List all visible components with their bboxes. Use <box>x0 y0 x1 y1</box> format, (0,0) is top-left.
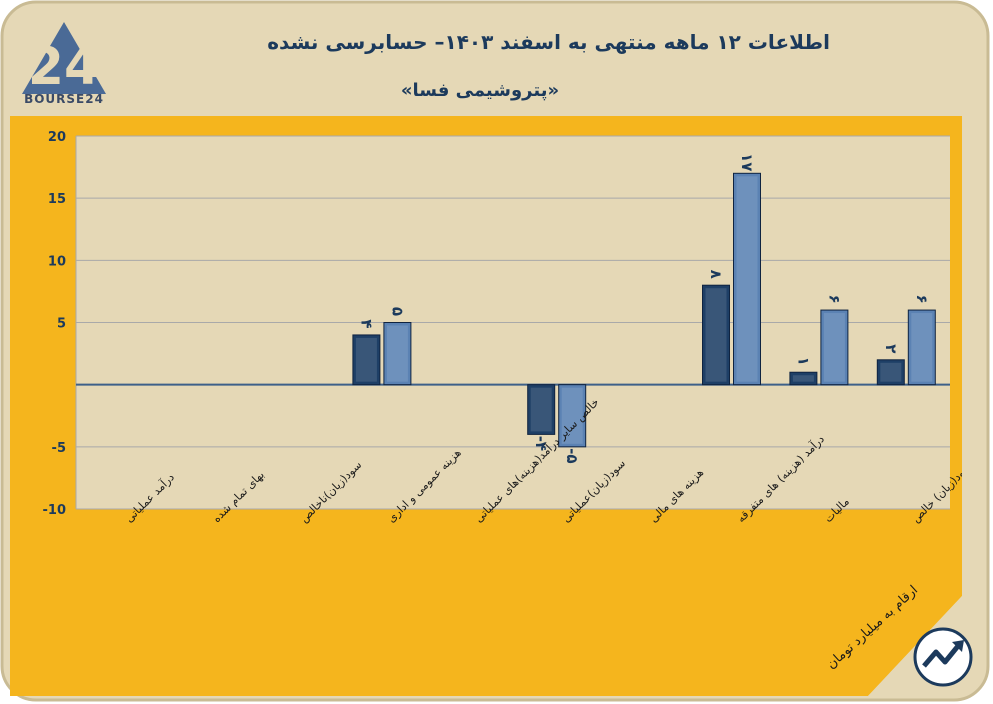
bar-value-label: ۸ <box>707 270 725 279</box>
bar-value-label: ۲ <box>882 344 900 353</box>
bar-highlight <box>736 176 758 382</box>
bar-value-label: ۱ <box>794 357 812 366</box>
y-tick-label: 15 <box>48 192 66 207</box>
chart-title: اطلاعات ۱۲ ماهه منتهی به اسفند ۱۴۰۳– حسا… <box>267 30 830 54</box>
y-axis-ticks: -10 -5 5 10 15 20 <box>43 130 67 518</box>
bar-highlight <box>880 362 902 382</box>
logo-mark: 24 <box>28 37 100 97</box>
bar-highlight <box>911 313 933 382</box>
bar-curr <box>558 384 587 448</box>
bar-curr <box>383 322 412 386</box>
grid <box>75 135 950 510</box>
bar-highlight <box>705 288 727 382</box>
logo-text: BOURSE24 <box>24 92 104 106</box>
bar-value-label: ۶ <box>825 294 843 303</box>
bar-highlight <box>386 325 408 382</box>
bar-prev <box>876 359 905 386</box>
bar-highlight <box>561 387 583 444</box>
logo-triangle <box>22 22 106 94</box>
bar-highlight <box>355 337 377 382</box>
bar-highlight <box>530 387 552 432</box>
y-tick-label: -5 <box>52 441 66 456</box>
y-tick-label: 20 <box>48 130 66 145</box>
bar-prev <box>702 284 730 386</box>
bar-value-label: ۵ <box>388 307 406 316</box>
bar-labels: ۴ ۵ -۴ -۵ ۸ ۱۷ ۱ ۶ ۲ ۶ <box>357 153 930 463</box>
bar-prev <box>352 334 381 386</box>
chart-subtitle: «پتروشیمی فسا» <box>400 80 560 101</box>
bar-highlight <box>823 313 845 382</box>
bars <box>352 172 936 448</box>
bourse24-logo: 24 <box>22 22 106 97</box>
bar-curr <box>733 172 761 386</box>
bar-value-label: ۴ <box>357 319 375 328</box>
y-tick-label: 5 <box>57 317 66 332</box>
bar-value-label: -۵ <box>563 448 581 463</box>
bar-curr <box>907 309 936 386</box>
bar-value-label: ۶ <box>913 294 931 303</box>
bar-prev <box>527 384 556 435</box>
bar-prev <box>789 371 818 386</box>
trend-icon <box>913 627 973 687</box>
bar-value-label: -۴ <box>532 436 550 451</box>
bar-highlight <box>792 375 814 382</box>
y-tick-label: 10 <box>48 254 66 269</box>
y-tick-label: -10 <box>43 503 67 518</box>
bar-value-label: ۱۷ <box>738 153 756 171</box>
bar-curr <box>820 309 849 386</box>
